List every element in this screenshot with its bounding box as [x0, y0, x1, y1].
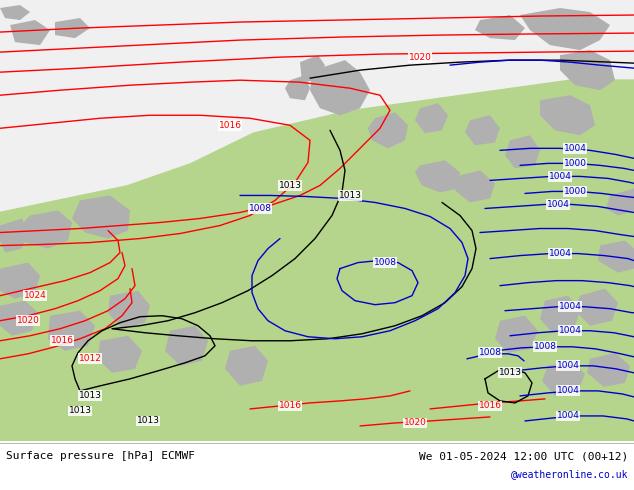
Text: 1020: 1020: [16, 316, 39, 325]
Text: 1004: 1004: [564, 144, 586, 153]
Polygon shape: [285, 75, 310, 100]
Text: 1020: 1020: [404, 418, 427, 427]
Polygon shape: [368, 112, 408, 148]
Polygon shape: [505, 135, 540, 169]
Text: 1004: 1004: [557, 387, 579, 395]
Text: 1016: 1016: [51, 336, 74, 345]
Text: 1013: 1013: [136, 416, 160, 425]
Polygon shape: [560, 50, 615, 90]
Polygon shape: [475, 15, 525, 40]
Text: 1004: 1004: [559, 302, 581, 311]
Text: 1004: 1004: [547, 200, 569, 209]
Text: 1016: 1016: [219, 121, 242, 130]
Polygon shape: [98, 336, 142, 373]
Text: 1000: 1000: [564, 159, 586, 168]
Polygon shape: [18, 211, 72, 248]
Polygon shape: [108, 291, 150, 329]
Polygon shape: [55, 18, 90, 38]
Text: 1016: 1016: [278, 401, 302, 411]
Text: 1024: 1024: [23, 291, 46, 300]
Text: 1012: 1012: [79, 354, 101, 363]
Text: Surface pressure [hPa] ECMWF: Surface pressure [hPa] ECMWF: [6, 451, 195, 461]
Polygon shape: [72, 196, 130, 239]
Polygon shape: [415, 103, 448, 133]
Polygon shape: [300, 55, 325, 82]
Polygon shape: [415, 160, 460, 193]
Text: 1004: 1004: [557, 412, 579, 420]
Text: @weatheronline.co.uk: @weatheronline.co.uk: [510, 469, 628, 479]
Text: 1013: 1013: [79, 392, 101, 400]
Text: 1016: 1016: [479, 401, 501, 411]
Polygon shape: [575, 289, 618, 326]
Text: 1008: 1008: [249, 204, 271, 213]
Polygon shape: [48, 311, 95, 351]
Polygon shape: [0, 219, 28, 252]
Polygon shape: [542, 361, 585, 396]
Text: 1000: 1000: [564, 187, 586, 196]
Text: 1008: 1008: [373, 258, 396, 267]
Text: 1008: 1008: [533, 343, 557, 351]
Text: 1004: 1004: [557, 361, 579, 370]
Polygon shape: [606, 189, 634, 216]
Text: 1004: 1004: [548, 172, 571, 181]
Polygon shape: [465, 115, 500, 146]
Polygon shape: [520, 8, 610, 50]
Polygon shape: [540, 95, 595, 135]
Polygon shape: [0, 301, 38, 336]
Polygon shape: [225, 346, 268, 386]
Polygon shape: [0, 79, 634, 441]
Polygon shape: [0, 5, 30, 20]
Polygon shape: [598, 241, 634, 272]
Text: 1013: 1013: [498, 368, 522, 377]
Text: 1004: 1004: [559, 326, 581, 335]
Polygon shape: [165, 326, 208, 366]
Polygon shape: [0, 263, 40, 299]
Polygon shape: [10, 20, 50, 45]
Text: 1013: 1013: [339, 191, 361, 200]
Text: We 01-05-2024 12:00 UTC (00+12): We 01-05-2024 12:00 UTC (00+12): [418, 451, 628, 461]
Polygon shape: [540, 295, 580, 333]
Polygon shape: [495, 316, 538, 353]
Text: 1004: 1004: [548, 249, 571, 258]
Text: 1013: 1013: [68, 406, 91, 416]
Polygon shape: [455, 171, 495, 202]
Text: 1013: 1013: [278, 181, 302, 190]
Text: 1020: 1020: [408, 52, 432, 62]
Polygon shape: [587, 353, 630, 387]
Polygon shape: [310, 60, 370, 115]
Polygon shape: [0, 0, 634, 212]
Text: 1008: 1008: [479, 348, 501, 357]
